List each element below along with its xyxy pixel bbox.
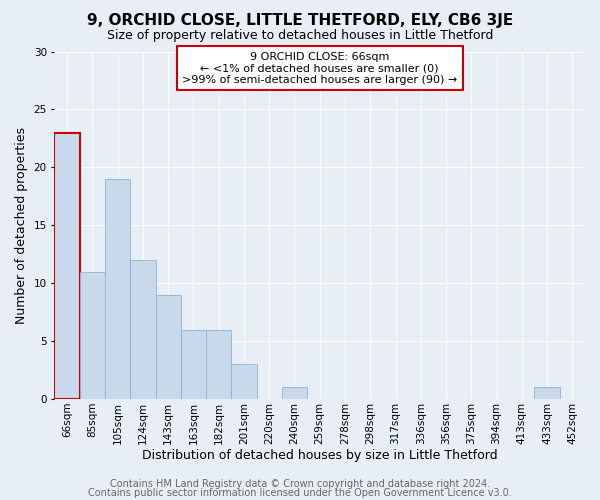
Bar xyxy=(206,330,231,399)
X-axis label: Distribution of detached houses by size in Little Thetford: Distribution of detached houses by size … xyxy=(142,450,497,462)
Text: 9, ORCHID CLOSE, LITTLE THETFORD, ELY, CB6 3JE: 9, ORCHID CLOSE, LITTLE THETFORD, ELY, C… xyxy=(87,12,513,28)
Text: 9 ORCHID CLOSE: 66sqm
← <1% of detached houses are smaller (0)
>99% of semi-deta: 9 ORCHID CLOSE: 66sqm ← <1% of detached … xyxy=(182,52,457,84)
Text: Contains public sector information licensed under the Open Government Licence v3: Contains public sector information licen… xyxy=(88,488,512,498)
Bar xyxy=(130,260,155,399)
Bar xyxy=(231,364,257,399)
Text: Contains HM Land Registry data © Crown copyright and database right 2024.: Contains HM Land Registry data © Crown c… xyxy=(110,479,490,489)
Bar xyxy=(155,295,181,399)
Bar xyxy=(105,179,130,399)
Bar xyxy=(535,388,560,399)
Bar xyxy=(55,132,80,399)
Bar xyxy=(181,330,206,399)
Y-axis label: Number of detached properties: Number of detached properties xyxy=(15,127,28,324)
Bar xyxy=(80,272,105,399)
Text: Size of property relative to detached houses in Little Thetford: Size of property relative to detached ho… xyxy=(107,29,493,42)
Bar xyxy=(282,388,307,399)
